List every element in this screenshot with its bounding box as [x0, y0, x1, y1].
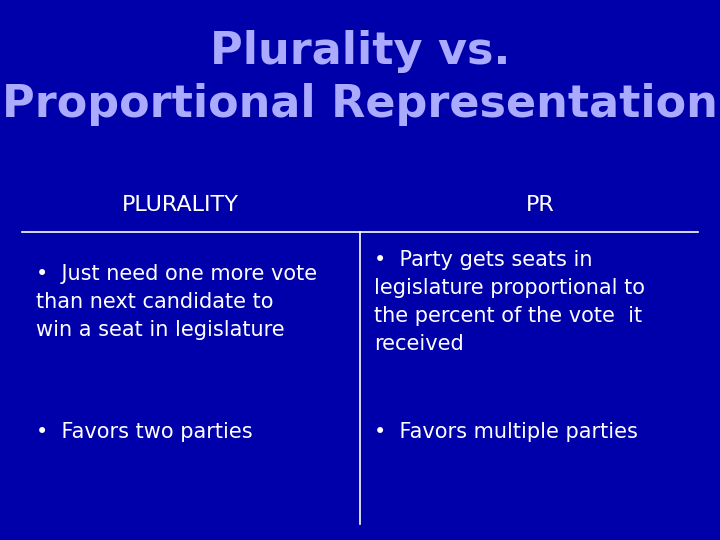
- Text: •  Just need one more vote
than next candidate to
win a seat in legislature: • Just need one more vote than next cand…: [36, 265, 317, 340]
- Text: Plurality vs.
Proportional Representation: Plurality vs. Proportional Representatio…: [2, 30, 718, 126]
- Text: PLURALITY: PLURALITY: [122, 195, 238, 215]
- Text: •  Favors multiple parties: • Favors multiple parties: [374, 422, 638, 442]
- Text: •  Party gets seats in
legislature proportional to
the percent of the vote  it
r: • Party gets seats in legislature propor…: [374, 251, 645, 354]
- Text: •  Favors two parties: • Favors two parties: [36, 422, 253, 442]
- Text: PR: PR: [526, 195, 554, 215]
